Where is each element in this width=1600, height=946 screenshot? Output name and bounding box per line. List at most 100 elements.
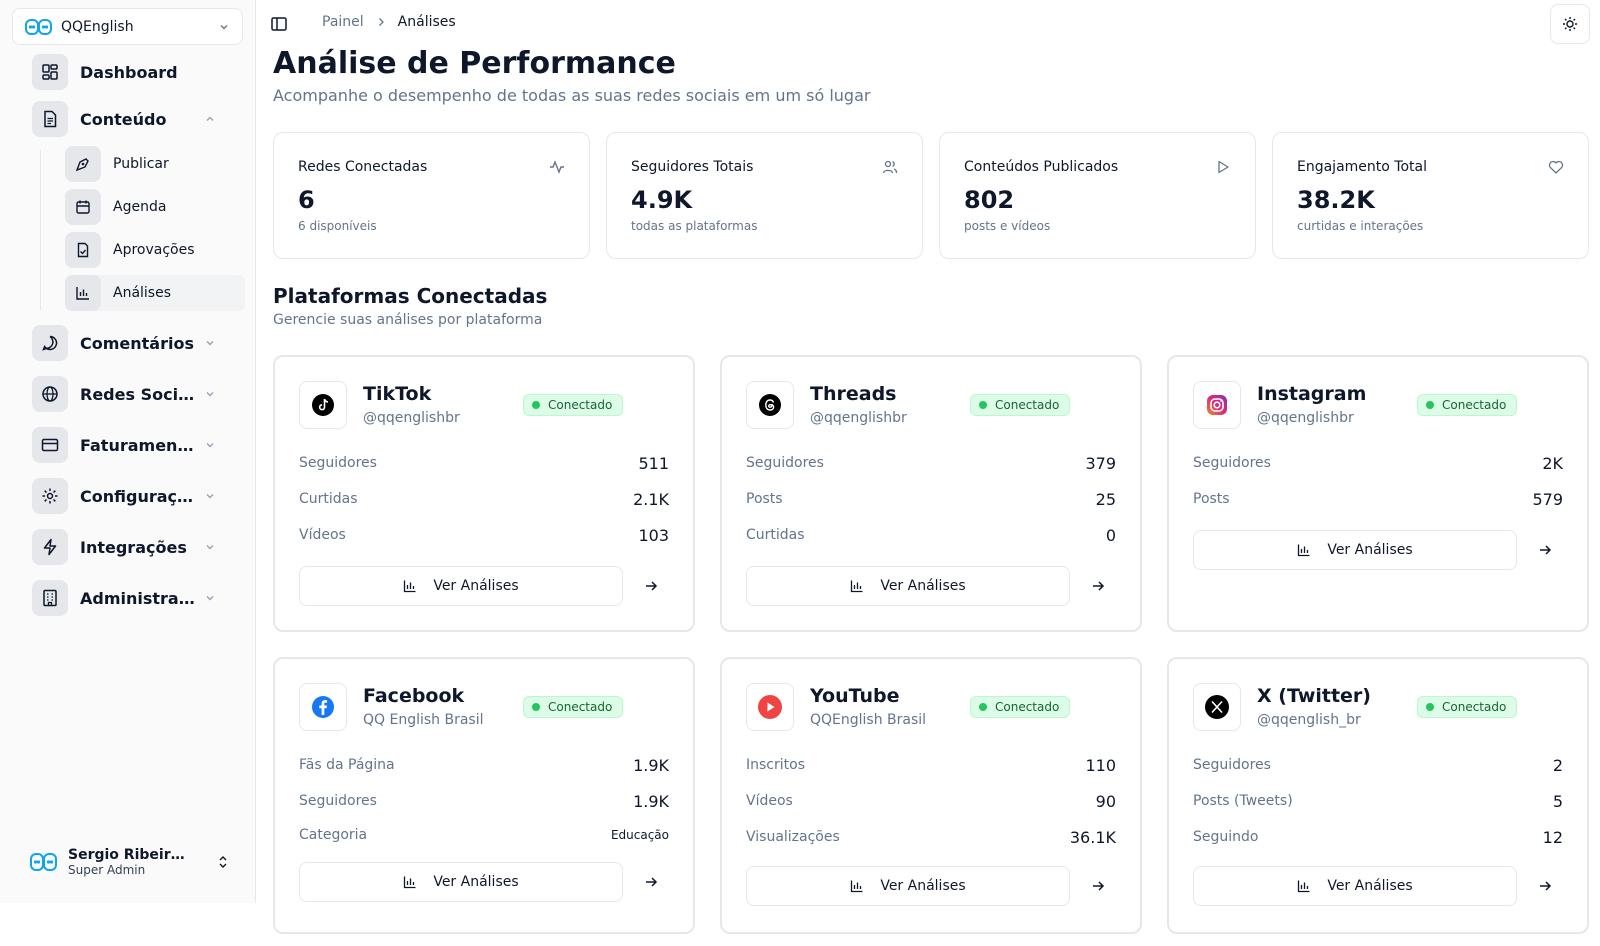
arrow-right-icon[interactable]: [1537, 542, 1553, 558]
stat-card-conteudos: Conteúdos Publicados 802 posts e vídeos: [939, 132, 1256, 259]
sidebar-item-label: Configurações: [80, 486, 196, 506]
sidebar-item-redes-sociais[interactable]: Redes Sociais: [32, 376, 232, 412]
metric-row: Posts 579: [1193, 489, 1563, 509]
status-dot: [532, 401, 540, 409]
metric-label: Posts (Tweets): [1193, 793, 1293, 809]
platform-card-threads: Threads @qqenglishbr Conectado Seguidore…: [720, 355, 1142, 632]
sidebar-subitem-analises[interactable]: Análises: [65, 275, 245, 311]
sun-icon: [1563, 17, 1577, 31]
platform-name: YouTube: [810, 685, 900, 707]
metric-row: Posts 25: [746, 489, 1116, 509]
platform-name: TikTok: [363, 383, 432, 405]
metric-label: Inscritos: [746, 757, 805, 773]
ver-analises-button[interactable]: Ver Análises: [1193, 530, 1517, 570]
sidebar-item-configuracoes[interactable]: Configurações: [32, 478, 232, 514]
sidebar-item-faturamento[interactable]: Faturamento: [32, 427, 232, 463]
instagram-icon: [1193, 381, 1241, 429]
org-switcher[interactable]: QQEnglish: [12, 8, 243, 45]
metric-label: Seguidores: [299, 793, 377, 809]
sidebar-item-administracao[interactable]: Administração: [32, 580, 232, 616]
metric-value: 103: [638, 525, 669, 545]
ver-analises-button[interactable]: Ver Análises: [746, 566, 1070, 606]
button-label: Ver Análises: [433, 874, 519, 890]
platform-handle: QQ English Brasil: [363, 712, 484, 728]
metric-row: Seguidores 1.9K: [299, 791, 669, 811]
ver-analises-button[interactable]: Ver Análises: [1193, 866, 1517, 906]
metric-label: Seguidores: [746, 455, 824, 471]
threads-icon: [746, 381, 794, 429]
metric-row: Posts (Tweets) 5: [1193, 791, 1563, 811]
building-icon: [32, 580, 68, 616]
section-subtitle: Gerencie suas análises por plataforma: [273, 312, 543, 328]
ver-analises-button[interactable]: Ver Análises: [299, 862, 623, 902]
stat-card-seguidores: Seguidores Totais 4.9K todas as platafor…: [606, 132, 923, 259]
stat-card-redes: Redes Conectadas 6 6 disponíveis: [273, 132, 590, 259]
metric-row: Curtidas 2.1K: [299, 489, 669, 509]
sidebar-item-conteudo[interactable]: Conteúdo: [32, 101, 232, 137]
arrow-right-icon[interactable]: [1090, 578, 1106, 594]
platform-card-facebook: Facebook QQ English Brasil Conectado Fãs…: [273, 657, 695, 934]
status-dot: [979, 401, 987, 409]
sidebar-item-comentarios[interactable]: Comentários: [32, 325, 232, 361]
status-badge: Conectado: [523, 696, 624, 718]
sidebar-subitem-agenda[interactable]: Agenda: [65, 189, 245, 225]
sidebar-item-dashboard[interactable]: Dashboard: [32, 54, 232, 90]
metric-value: Educação: [610, 828, 669, 842]
status-label: Conectado: [1442, 398, 1507, 412]
arrow-right-icon[interactable]: [1537, 878, 1553, 894]
status-badge: Conectado: [523, 394, 624, 416]
calendar-icon: [65, 189, 101, 225]
status-badge: Conectado: [1417, 394, 1518, 416]
metric-row: Curtidas 0: [746, 525, 1116, 545]
metric-value: 2: [1552, 755, 1563, 775]
button-label: Ver Análises: [433, 578, 519, 594]
sidebar-item-label: Conteúdo: [80, 109, 167, 129]
ver-analises-button[interactable]: Ver Análises: [746, 866, 1070, 906]
metric-value: 5: [1552, 791, 1563, 811]
sidebar-item-integracoes[interactable]: Integrações: [32, 529, 232, 565]
stat-value: 802: [964, 186, 1015, 214]
chevron-down-icon: [220, 24, 228, 29]
status-label: Conectado: [995, 398, 1060, 412]
status-badge: Conectado: [970, 696, 1071, 718]
user-menu[interactable]: Sergio Ribeiro Martins Super Admin: [30, 842, 230, 882]
chevron-down-icon: [206, 443, 214, 448]
sidebar: QQEnglish Dashboard Conteúdo Publicar Ag…: [0, 0, 256, 903]
metric-row: Seguidores 511: [299, 453, 669, 473]
facebook-icon: [299, 683, 347, 731]
sidebar-subitem-label: Análises: [113, 285, 172, 301]
metric-value: 25: [1095, 489, 1116, 509]
metric-row: Seguidores 2K: [1193, 453, 1563, 473]
theme-toggle-button[interactable]: [1550, 4, 1590, 44]
chevron-up-icon: [206, 116, 214, 121]
status-badge: Conectado: [970, 394, 1071, 416]
message-circle-icon: [32, 325, 68, 361]
page-subtitle: Acompanhe o desempenho de todas as suas …: [273, 86, 871, 105]
sidebar-item-label: Dashboard: [80, 62, 178, 82]
heart-icon: [1548, 160, 1564, 174]
stat-label: Conteúdos Publicados: [964, 159, 1119, 175]
arrow-right-icon[interactable]: [643, 874, 659, 890]
breadcrumb-link[interactable]: Painel: [322, 14, 364, 30]
metric-row: Vídeos 103: [299, 525, 669, 545]
sidebar-subitem-publicar[interactable]: Publicar: [65, 146, 245, 182]
sidebar-toggle-icon[interactable]: [270, 15, 288, 33]
platform-name: Facebook: [363, 685, 465, 707]
ver-analises-button[interactable]: Ver Análises: [299, 566, 623, 606]
sidebar-subitem-aprovacoes[interactable]: Aprovações: [65, 232, 245, 268]
metric-value: 1.9K: [633, 755, 669, 775]
metric-value: 511: [638, 453, 669, 473]
stat-label: Engajamento Total: [1297, 159, 1427, 175]
arrow-right-icon[interactable]: [1090, 878, 1106, 894]
button-label: Ver Análises: [1327, 878, 1413, 894]
metric-label: Seguidores: [1193, 757, 1271, 773]
button-label: Ver Análises: [880, 878, 966, 894]
arrow-right-icon[interactable]: [643, 578, 659, 594]
metric-value: 90: [1095, 791, 1116, 811]
sidebar-item-label: Administração: [80, 588, 196, 608]
sidebar-item-label: Integrações: [80, 537, 187, 557]
status-dot: [1426, 401, 1434, 409]
platform-handle: @qqenglishbr: [363, 410, 460, 426]
chevron-down-icon: [206, 494, 214, 499]
platform-handle: QQEnglish Brasil: [810, 712, 927, 728]
